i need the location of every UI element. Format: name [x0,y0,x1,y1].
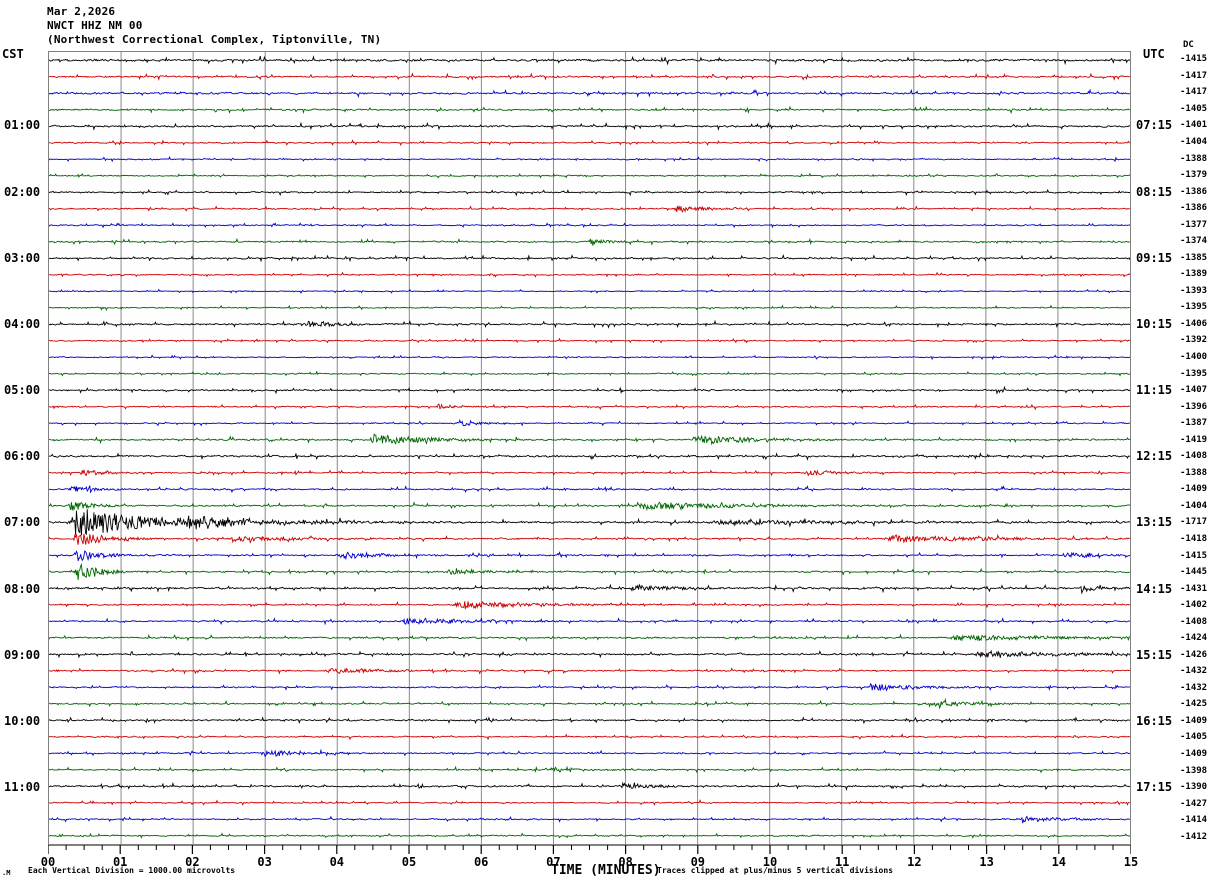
dc-offset-value: -1406 [1180,318,1208,329]
x-tick-label: 12 [907,855,922,869]
x-tick-label: 08 [618,855,633,869]
x-axis-title: TIME (MINUTES) [551,863,661,878]
left-time-label: 04:00 [4,316,41,331]
dc-offset-value: -1417 [1180,87,1208,98]
right-time-label: 16:15 [1136,713,1173,728]
left-time-label: 07:00 [4,515,41,530]
dc-offset-value: -1424 [1180,633,1208,644]
dc-offset-value: -1445 [1180,567,1208,578]
x-tick-label: 15 [1123,855,1139,869]
x-axis-ticks [48,845,1131,854]
dc-offset-value: -1717 [1180,517,1208,528]
left-axis-label: CST [2,47,24,61]
dc-offset-value: -1408 [1180,451,1208,462]
helicorder-plot[interactable] [48,51,1131,845]
x-tick-label: 11 [834,855,850,869]
dc-offset-value: -1404 [1180,136,1208,147]
left-time-label: 05:00 [4,383,41,398]
left-time-label: 11:00 [4,780,41,795]
dc-offset-value: -1404 [1180,500,1208,511]
x-tick-label: 10 [762,855,778,869]
right-time-label: 11:15 [1136,383,1173,398]
dc-offset-value: -1409 [1180,715,1208,726]
left-time-label: 09:00 [4,647,41,662]
dc-offset-value: -1388 [1180,467,1208,478]
dc-offset-value: -1414 [1180,815,1208,826]
right-time-label: 07:15 [1136,118,1173,133]
dc-offset-value: -1415 [1180,54,1208,65]
dc-offset-value: -1385 [1180,252,1208,263]
dc-offset-value: -1386 [1180,203,1208,214]
clip-note: Traces clipped at plus/minus 5 vertical … [657,866,894,875]
scale-note: Each Vertical Division = 1000.00 microvo… [28,866,236,875]
right-time-label: 13:15 [1136,515,1173,530]
right-time-label: 08:15 [1136,184,1173,199]
dc-offset-value: -1392 [1180,335,1208,346]
dc-offset-value: -1415 [1180,550,1208,561]
dc-offset-value: -1386 [1180,186,1208,197]
left-time-label: 03:00 [4,250,41,265]
dc-offset-value: -1377 [1180,219,1208,230]
dc-offset-value: -1398 [1180,765,1208,776]
dc-offset-value: -1379 [1180,170,1208,181]
dc-offset-value: -1395 [1180,368,1208,379]
dc-offset-value: -1417 [1180,70,1208,81]
dc-offset-value: -1405 [1180,103,1208,114]
dc-offset-value: -1395 [1180,302,1208,313]
dc-offset-value: -1389 [1180,269,1208,280]
dc-offset-value: -1426 [1180,649,1208,660]
dc-offset-value: -1432 [1180,682,1208,693]
x-tick-label: 01 [112,855,128,869]
dc-offset-value: -1427 [1180,798,1208,809]
dc-offset-value: -1409 [1180,484,1208,495]
header-location: (Northwest Correctional Complex, Tiptonv… [47,33,382,46]
dc-offset-value: -1407 [1180,385,1208,396]
right-time-label: 14:15 [1136,581,1173,596]
dc-offset-value: -1390 [1180,782,1208,793]
x-tick-label: 04 [329,855,345,869]
x-tick-label: 00 [40,855,56,869]
header-station: NWCT HHZ NM 00 [47,19,143,32]
right-time-label: 15:15 [1136,647,1173,662]
dc-offset-value: -1419 [1180,434,1208,445]
corner-mark: .M [2,869,11,877]
dc-offset-value: -1425 [1180,699,1208,710]
dc-offset-value: -1402 [1180,600,1208,611]
dc-offset-value: -1387 [1180,418,1208,429]
x-tick-label: 02 [185,855,200,869]
left-time-label: 08:00 [4,581,41,596]
dc-offset-value: -1396 [1180,401,1208,412]
right-time-label: 10:15 [1136,316,1173,331]
dc-offset-value: -1405 [1180,732,1208,743]
left-time-label: 06:00 [4,449,41,464]
x-tick-label: 06 [473,855,489,869]
dc-offset-value: -1431 [1180,583,1208,594]
dc-column-label: DC [1183,40,1194,50]
left-time-label: 01:00 [4,118,41,133]
left-time-label: 10:00 [4,713,41,728]
dc-offset-value: -1400 [1180,352,1208,363]
dc-offset-value: -1388 [1180,153,1208,164]
right-axis-label: UTC [1143,47,1165,61]
x-tick-label: 14 [1051,855,1067,869]
x-tick-label: 03 [257,855,272,869]
dc-offset-value: -1409 [1180,749,1208,760]
right-time-label: 17:15 [1136,780,1173,795]
right-time-label: 12:15 [1136,449,1173,464]
header-date: Mar 2,2026 [47,5,116,18]
dc-offset-value: -1412 [1180,831,1208,842]
x-tick-label: 09 [690,855,706,869]
dc-offset-value: -1393 [1180,285,1208,296]
x-tick-label: 05 [401,855,417,869]
x-tick-label: 07 [546,855,561,869]
dc-offset-value: -1374 [1180,236,1208,247]
seismic-traces [49,52,1130,844]
x-tick-label: 13 [979,855,994,869]
dc-offset-value: -1408 [1180,616,1208,627]
dc-offset-value: -1432 [1180,666,1208,677]
dc-offset-value: -1418 [1180,533,1208,544]
left-time-label: 02:00 [4,184,41,199]
dc-offset-value: -1401 [1180,120,1208,131]
right-time-label: 09:15 [1136,250,1173,265]
